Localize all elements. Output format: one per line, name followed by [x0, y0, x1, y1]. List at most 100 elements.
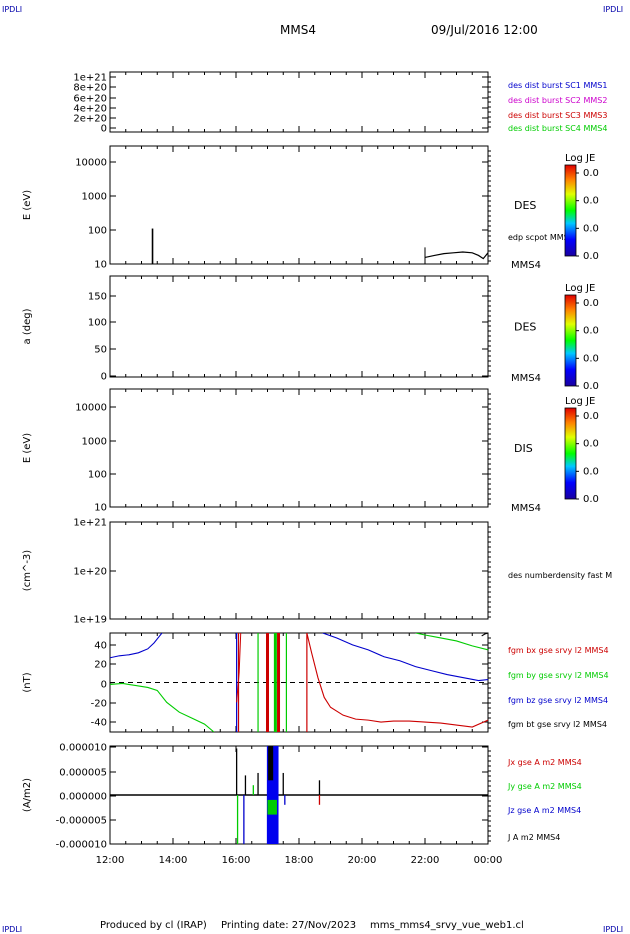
legend-entry: des numberdensity fast M	[508, 571, 612, 580]
y-tick-label: 0.000000	[59, 792, 107, 803]
panel-p5: 1e+21 1e+20 1e+19 (cm^-3) des numberdensity …	[22, 518, 612, 626]
species-label: DES	[514, 199, 536, 212]
y-tick-label: 4e+20	[73, 104, 107, 115]
colorbar-tick-label: 0.0	[583, 494, 599, 505]
panel-frame	[109, 388, 489, 508]
spacecraft-tag: MMS4	[511, 260, 541, 271]
legend-entry: Jz gse A m2 MMS4	[507, 806, 581, 815]
legend-entry: fgm bt gse srvy l2 MMS4	[508, 720, 607, 729]
y-tick-label: 40	[94, 641, 107, 652]
jy-burst	[267, 799, 277, 815]
x-tick-label: 00:00	[474, 855, 503, 866]
y-tick-label: 10	[94, 503, 107, 514]
y-tick-label: -20	[91, 699, 107, 710]
series-line-bt	[481, 633, 488, 637]
corner-label-tr: IPDLI	[603, 5, 623, 14]
footer-printing-date: Printing date: 27/Nov/2023	[221, 920, 356, 931]
legend-entry: Jy gse A m2 MMS4	[507, 782, 582, 791]
y-tick-label: 8e+20	[73, 83, 107, 94]
y-axis-label: (nT)	[22, 672, 33, 692]
series-line-by	[110, 682, 215, 732]
y-tick-label: 150	[88, 292, 107, 303]
colorbar-tick-label: 0.0	[583, 411, 599, 422]
series-line-by	[415, 633, 488, 651]
panel-frame	[109, 145, 489, 265]
colorbar-tick-label: 0.0	[583, 466, 599, 477]
series-line-bz	[322, 633, 488, 682]
panel-p4: 10000 1000 100 10 E (eV) DIS MMS4 Log JE 0.0 0.0 0…	[22, 388, 599, 514]
panel-frame	[109, 71, 489, 133]
y-tick-label: -40	[91, 718, 107, 729]
panel-p2: 10000 1000 100 10 E (eV) DES MMS4 edp scpot MMS…	[22, 145, 599, 271]
spacecraft-tag: MMS4	[511, 373, 541, 384]
species-label: DES	[514, 321, 536, 334]
y-tick-label: 1e+21	[73, 518, 107, 529]
colorbar-tick-label: 0.0	[583, 196, 599, 207]
jz-burst	[266, 746, 279, 844]
y-tick-label: 10	[94, 260, 107, 271]
panel-frame	[109, 521, 489, 620]
legend-entry: des dist burst SC2 MMS2	[508, 96, 607, 105]
datetime-title: 09/Jul/2016 12:00	[431, 23, 538, 37]
y-tick-label: 50	[94, 345, 107, 356]
y-tick-label: 0	[101, 680, 107, 691]
series-line-bx	[306, 633, 488, 728]
legend-entry: fgm bz gse srvy l2 MMS4	[508, 696, 608, 705]
y-tick-label: -0.000010	[56, 840, 107, 851]
legend-entry: des dist burst SC1 MMS1	[508, 81, 607, 90]
legend-entry: fgm by gse srvy l2 MMS4	[508, 671, 609, 680]
y-tick-label: 1000	[82, 437, 107, 448]
corner-label-bl: IPDLI	[2, 925, 22, 934]
colorbar-title: Log JE	[565, 396, 595, 407]
y-tick-label: 0	[101, 124, 107, 135]
y-tick-label: 0.000005	[59, 768, 107, 779]
y-tick-label: 2e+20	[73, 114, 107, 125]
panel-frame	[109, 275, 489, 378]
x-tick-label: 22:00	[411, 855, 440, 866]
y-tick-label: 100	[88, 318, 107, 329]
colorbar-tick-label: 0.0	[583, 223, 599, 234]
footer-filename: mms_mms4_srvy_vue_web1.cl	[370, 920, 524, 931]
y-axis-label: E (eV)	[22, 190, 33, 220]
current-density-group	[110, 746, 488, 844]
scpot-line	[424, 251, 489, 260]
species-label: DIS	[514, 442, 533, 455]
colorbar-tick-label: 0.0	[583, 353, 599, 364]
x-tick-label: 20:00	[348, 855, 377, 866]
x-tick-label: 16:00	[222, 855, 251, 866]
y-axis-label: (cm^-3)	[22, 550, 33, 591]
y-tick-label: 10000	[75, 403, 107, 414]
colorbar-tick-label: 0.0	[583, 298, 599, 309]
legend-entry: des dist burst SC3 MMS3	[508, 111, 607, 120]
y-axis-label: E (eV)	[22, 433, 33, 463]
y-tick-label: 20	[94, 660, 107, 671]
corner-label-tl: IPDLI	[2, 5, 22, 14]
y-tick-label: 0.000010	[59, 743, 107, 754]
y-axis-label: a (deg)	[22, 308, 33, 344]
spacecraft-title: MMS4	[280, 23, 316, 37]
y-tick-label: 1000	[82, 192, 107, 203]
spacecraft-tag: MMS4	[511, 503, 541, 514]
colorbar-tick-label: 0.0	[583, 439, 599, 450]
colorbar-tick-label: 0.0	[583, 326, 599, 337]
j-burst	[268, 746, 274, 781]
y-tick-label: 100	[88, 470, 107, 481]
x-tick-label: 14:00	[159, 855, 188, 866]
legend-entry: fgm bx gse srvy l2 MMS4	[508, 646, 609, 655]
y-axis-label: (A/m2)	[22, 778, 33, 812]
y-tick-label: 10000	[75, 158, 107, 169]
colorbar-tick-label: 0.0	[583, 168, 599, 179]
colorbar-title: Log JE	[565, 153, 595, 164]
series-line-bz	[110, 633, 163, 659]
colorbar	[564, 294, 577, 387]
footer-produced: Produced by cl (IRAP)	[100, 920, 207, 931]
panel-p3: 150 100 50 0 a (deg) DES MMS4 Log JE 0.0 0.0 0.0 0.…	[22, 275, 599, 392]
series-label: edp scpot MMS4	[508, 233, 574, 242]
x-tick-label: 18:00	[285, 855, 314, 866]
y-tick-label: 1e+20	[73, 567, 107, 578]
y-tick-label: 1e+19	[73, 615, 107, 626]
y-tick-label: 1e+21	[73, 73, 107, 84]
y-tick-label: 0	[101, 372, 107, 383]
